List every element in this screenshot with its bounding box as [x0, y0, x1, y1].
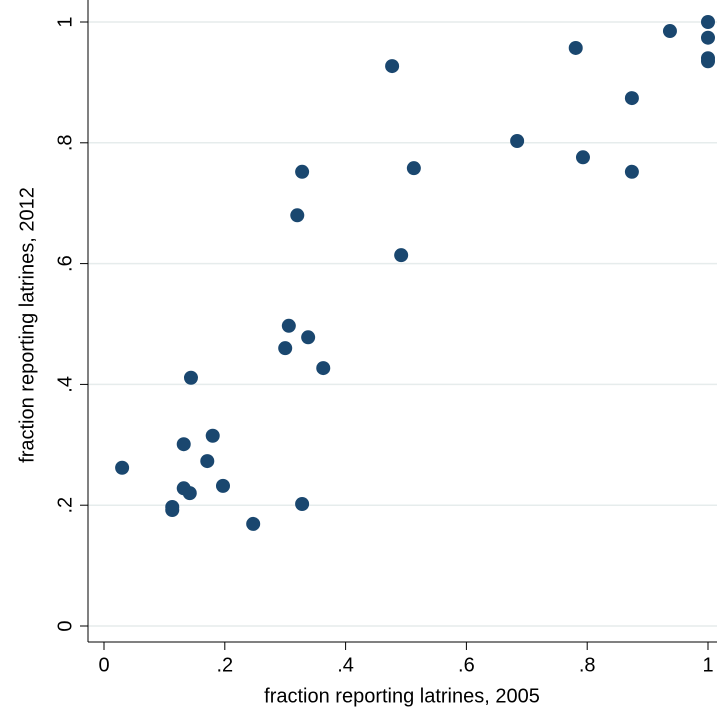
point — [624, 91, 639, 106]
point — [316, 361, 331, 376]
point — [568, 40, 583, 55]
point — [246, 516, 261, 531]
x-tick-label: 1 — [702, 654, 713, 676]
x-axis-title: fraction reporting latrines, 2005 — [264, 685, 540, 707]
point — [394, 248, 409, 263]
point — [385, 59, 400, 74]
point — [182, 486, 197, 501]
y-tick-label: .6 — [54, 255, 76, 272]
point — [200, 454, 215, 469]
point — [115, 460, 130, 475]
point — [215, 478, 230, 493]
point — [510, 133, 525, 148]
point — [701, 15, 715, 29]
point — [701, 30, 715, 45]
point — [295, 164, 310, 179]
y-tick-label: 0 — [54, 620, 76, 631]
x-tick-label: 0 — [98, 654, 109, 676]
y-tick-label: 1 — [54, 16, 76, 27]
point — [701, 54, 715, 69]
point — [281, 318, 296, 333]
point — [406, 161, 421, 176]
point — [290, 208, 305, 223]
point — [165, 500, 180, 515]
x-tick-label: .6 — [458, 654, 475, 676]
point — [662, 24, 677, 39]
point — [301, 330, 316, 345]
point — [183, 370, 198, 385]
point — [176, 437, 191, 452]
y-tick-label: .8 — [54, 134, 76, 151]
y-tick-label: .2 — [54, 497, 76, 514]
x-tick-label: .4 — [337, 654, 354, 676]
point — [205, 428, 220, 443]
point — [624, 164, 639, 179]
y-tick-label: .4 — [54, 376, 76, 393]
y-axis-title: fraction reporting latrines, 2012 — [16, 187, 38, 463]
x-tick-label: .8 — [579, 654, 596, 676]
point — [295, 496, 310, 511]
point — [575, 150, 590, 165]
x-tick-label: .2 — [216, 654, 233, 676]
point — [278, 341, 293, 356]
